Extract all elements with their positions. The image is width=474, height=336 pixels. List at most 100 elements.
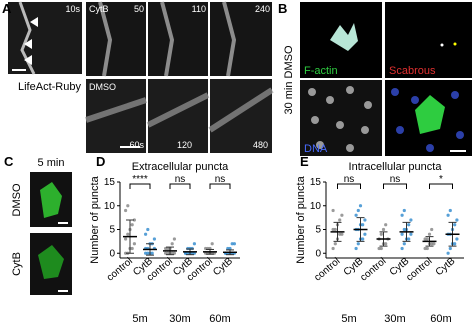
data-point: [407, 237, 411, 241]
condition-label: CytB: [89, 4, 109, 14]
chart-title: Extracellular puncta: [132, 161, 229, 173]
probe-label: LifeAct-Ruby: [18, 81, 81, 93]
data-point: [430, 242, 434, 246]
data-point: [455, 218, 459, 222]
group-label: 30m: [169, 313, 190, 325]
y-tick-label: 5: [109, 225, 115, 236]
data-point: [358, 204, 363, 208]
y-tick-label: 0: [315, 248, 321, 259]
data-point: [455, 237, 459, 241]
data-point: [126, 204, 130, 208]
data-point: [400, 213, 404, 217]
y-axis-label: Number of puncta: [295, 175, 307, 263]
panel-label: E: [300, 154, 309, 169]
data-point: [446, 213, 450, 217]
data-point: [400, 246, 404, 251]
data-point: [407, 223, 411, 227]
data-point: [230, 242, 234, 246]
data-point: [130, 246, 134, 251]
group-label: 60m: [430, 313, 451, 325]
panel-label: A: [2, 1, 12, 16]
data-point: [146, 251, 150, 255]
row-label: DMSO: [11, 183, 23, 216]
data-point: [331, 246, 335, 251]
significance-bracket: [169, 183, 191, 189]
data-point: [384, 223, 388, 227]
panel-label: C: [4, 154, 14, 169]
condition-label: 30 min DMSO: [283, 45, 295, 115]
group-label: 60m: [209, 313, 230, 325]
data-point: [166, 246, 170, 251]
time-label: 110: [192, 4, 206, 14]
data-point: [144, 251, 148, 255]
data-point: [228, 246, 232, 251]
x-tick-label: CytB: [434, 256, 458, 279]
y-axis-label: Number of puncta: [89, 175, 101, 263]
data-point: [226, 246, 230, 251]
data-point: [192, 242, 196, 246]
data-point: [340, 213, 344, 217]
data-point: [170, 242, 174, 246]
y-tick-label: 10: [310, 201, 322, 212]
group-label: 30m: [384, 313, 405, 325]
data-point: [170, 251, 174, 255]
data-point: [210, 242, 214, 246]
group-label: 5m: [341, 313, 356, 325]
data-point: [402, 208, 406, 213]
data-point: [333, 242, 337, 246]
y-tick-label: 0: [109, 248, 115, 259]
significance-label: *: [439, 174, 443, 185]
data-point: [423, 237, 427, 241]
data-point: [126, 232, 130, 236]
time-label: 10s: [65, 4, 80, 14]
data-point: [363, 218, 367, 222]
channel-label: DNA: [304, 143, 328, 155]
significance-bracket: [383, 183, 407, 189]
data-point: [381, 227, 386, 232]
data-point: [425, 237, 429, 241]
data-point: [338, 218, 342, 222]
data-point: [384, 242, 388, 246]
data-point: [232, 242, 236, 246]
data-point: [425, 246, 429, 251]
data-point: [146, 227, 150, 232]
data-point: [409, 232, 413, 236]
data-point: [446, 251, 450, 255]
significance-bracket: [337, 183, 361, 189]
data-point: [400, 232, 404, 236]
y-tick-label: 5: [315, 225, 321, 236]
significance-label: ****: [132, 174, 148, 185]
panel-c-images: [30, 172, 72, 295]
channel-label: F-actin: [304, 65, 338, 77]
data-point: [338, 232, 342, 236]
data-point: [132, 242, 136, 246]
y-tick-label: 15: [104, 177, 116, 188]
data-point: [356, 242, 360, 246]
data-point: [354, 246, 358, 251]
data-point: [423, 246, 427, 251]
time-label: 60s: [129, 140, 144, 150]
data-point: [361, 223, 365, 227]
significance-bracket: [429, 183, 453, 189]
panel-label: D: [96, 154, 105, 169]
significance-label: ns: [390, 174, 401, 185]
x-tick-label: control: [404, 256, 434, 284]
data-point: [124, 237, 128, 241]
panel-label: B: [278, 1, 287, 16]
data-point: [432, 242, 436, 246]
data-point: [130, 223, 134, 227]
time-label: 240: [255, 4, 270, 14]
x-tick-label: control: [358, 256, 388, 284]
significance-label: ns: [215, 174, 226, 185]
data-point: [132, 218, 136, 222]
y-tick-label: 15: [310, 177, 322, 188]
panel-b-images: [300, 2, 472, 156]
data-point: [333, 227, 337, 232]
data-point: [172, 237, 176, 241]
time-label: 480: [253, 140, 268, 150]
data-point: [361, 237, 365, 241]
data-point: [354, 213, 358, 217]
channel-label: Scabrous: [389, 65, 436, 77]
panel-title: 5 min: [38, 157, 65, 169]
